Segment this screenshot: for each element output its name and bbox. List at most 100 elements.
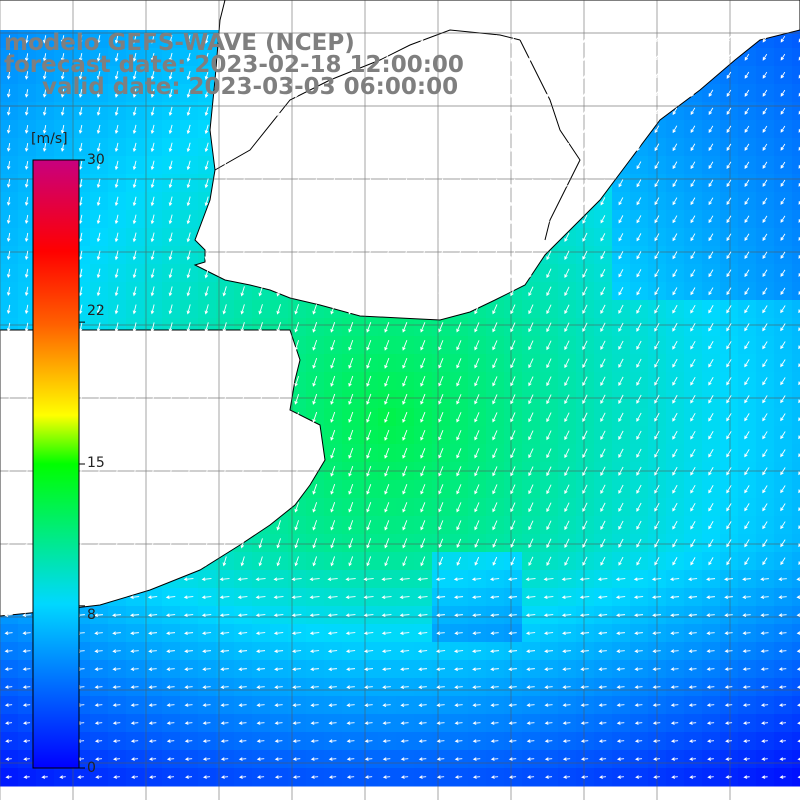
wind-arrow <box>708 413 714 422</box>
wind-arrow <box>510 52 516 62</box>
wind-arrow <box>616 721 625 725</box>
wind-arrow <box>725 757 732 761</box>
wind-arrow <box>672 215 678 224</box>
wind-arrow <box>546 196 552 206</box>
wind-arrow <box>762 467 768 476</box>
wind-arrow <box>708 53 714 61</box>
model-title: modelo GEFS-WAVE (NCEP) <box>4 30 355 56</box>
wind-arrow <box>526 739 535 743</box>
wind-arrow <box>183 613 194 617</box>
wind-arrow <box>472 685 481 689</box>
wind-arrow <box>258 340 263 351</box>
wind-arrow <box>420 411 426 423</box>
wind-arrow <box>636 287 642 296</box>
wind-arrow <box>708 521 714 530</box>
wind-arrow <box>150 538 155 549</box>
wind-arrow <box>707 739 715 743</box>
wind-arrow <box>690 484 696 494</box>
wind-arrow <box>183 577 194 582</box>
wind-arrow <box>544 667 553 671</box>
wind-arrow <box>168 556 173 567</box>
wind-arrow <box>562 685 571 689</box>
wind-arrow <box>132 250 137 261</box>
wind-arrow <box>114 340 119 351</box>
field-cell <box>792 84 800 103</box>
wind-arrow <box>96 142 101 153</box>
wind-arrow <box>366 429 372 441</box>
wind-arrow <box>706 577 716 581</box>
wind-arrow <box>600 538 606 548</box>
wind-arrow <box>4 703 13 707</box>
wind-arrow <box>672 520 678 530</box>
wind-arrow <box>258 358 263 369</box>
wind-arrow <box>327 649 338 653</box>
wind-arrow <box>4 649 13 653</box>
wind-arrow <box>652 721 661 725</box>
wind-arrow <box>114 196 119 207</box>
wind-arrow <box>654 197 660 206</box>
wind-arrow <box>168 484 173 495</box>
wind-arrow <box>544 685 553 689</box>
wind-arrow <box>546 232 552 243</box>
wind-arrow <box>762 35 768 43</box>
wind-arrow <box>510 394 516 405</box>
wind-arrow <box>132 358 137 369</box>
wind-arrow <box>24 430 29 441</box>
wind-arrow <box>294 178 299 189</box>
wind-arrow <box>580 685 589 689</box>
wind-arrow <box>60 142 65 152</box>
wind-arrow <box>276 394 281 405</box>
wind-arrow <box>240 106 245 117</box>
wind-arrow <box>147 577 158 582</box>
wind-arrow <box>526 703 535 707</box>
wind-arrow <box>219 613 230 617</box>
wind-arrow <box>564 466 570 477</box>
field-cell <box>792 750 800 769</box>
wind-arrow <box>618 538 624 548</box>
wind-arrow <box>564 430 570 441</box>
field-cell <box>792 498 800 517</box>
wind-arrow <box>96 340 101 351</box>
wind-arrow <box>168 178 173 189</box>
wind-arrow <box>744 215 750 224</box>
wind-arrow <box>490 757 499 761</box>
wind-arrow <box>510 232 516 243</box>
wind-arrow <box>94 631 103 635</box>
wind-arrow <box>654 430 660 440</box>
wind-arrow <box>165 613 176 617</box>
wind-arrow <box>366 250 372 261</box>
wind-arrow <box>312 70 317 80</box>
wind-arrow <box>474 160 480 171</box>
wind-arrow <box>384 502 390 513</box>
wind-arrow <box>670 685 679 689</box>
wind-arrow <box>258 286 263 297</box>
wind-arrow <box>742 685 751 689</box>
wind-arrow <box>726 35 732 43</box>
wind-arrow <box>528 484 534 495</box>
wind-arrow <box>654 358 660 368</box>
wind-arrow <box>436 613 445 617</box>
wind-arrow <box>96 448 101 459</box>
wind-arrow <box>672 358 678 368</box>
wind-arrow <box>294 124 299 135</box>
wind-arrow <box>726 179 732 188</box>
wind-arrow <box>546 466 552 477</box>
forecast-date: forecast date: 2023-02-18 12:00:00 <box>4 52 464 78</box>
wind-arrow <box>708 395 714 404</box>
wind-arrow <box>294 142 299 153</box>
wind-arrow <box>328 703 337 707</box>
wind-arrow <box>546 556 552 566</box>
wind-arrow <box>4 685 13 689</box>
wind-arrow <box>526 721 535 725</box>
wind-arrow <box>708 431 714 440</box>
wind-arrow <box>634 703 643 707</box>
wind-arrow <box>22 631 31 635</box>
wind-arrow <box>312 429 318 441</box>
wind-arrow <box>708 89 714 97</box>
wind-arrow <box>654 340 660 350</box>
wind-arrow <box>294 538 299 549</box>
wind-arrow <box>508 775 517 779</box>
wind-arrow <box>168 304 173 315</box>
wind-arrow <box>582 412 588 423</box>
wind-arrow <box>348 556 354 567</box>
